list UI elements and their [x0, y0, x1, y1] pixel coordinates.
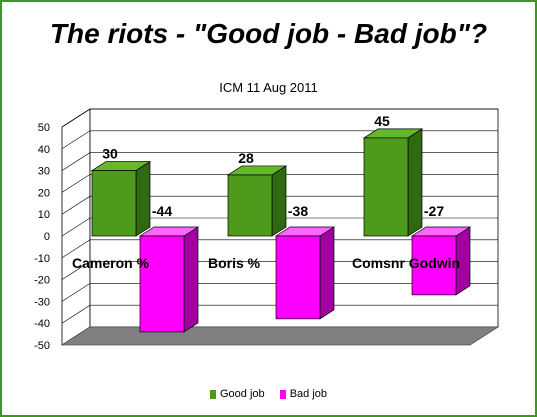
y-tick-label: -40 [34, 318, 50, 330]
legend-label-good-job: Good job [219, 388, 265, 400]
chart-floor [60, 326, 500, 346]
legend-swatch-good-job [209, 389, 216, 399]
bad-job-bar-boris-side [319, 226, 335, 320]
gridline [61, 283, 498, 302]
gridline [61, 261, 498, 280]
gridline [61, 304, 498, 324]
chart-legend: Good job Bad job [0, 388, 537, 402]
gridline [61, 174, 498, 193]
legend-swatch-bad-job [279, 389, 286, 399]
gridline [61, 152, 498, 171]
chart-subtitle: ICM 11 Aug 2011 [219, 80, 318, 95]
good-job-bar-comsnr-godwin-side [407, 128, 423, 237]
good-job-bar-cameron [91, 170, 137, 237]
gridline [61, 108, 498, 128]
y-tick-label: 10 [38, 209, 50, 221]
y-tick-label: 30 [38, 166, 50, 178]
y-tick-label: 0 [44, 231, 50, 243]
y-tick-label: -10 [34, 253, 50, 265]
category-label: Comsnr Godwin [352, 255, 460, 271]
data-label: 30 [102, 146, 118, 162]
data-label: -38 [288, 203, 308, 219]
category-label: Cameron % [72, 255, 150, 271]
gridline [61, 130, 498, 150]
gridline [61, 195, 498, 215]
bad-job-bar-boris [275, 235, 321, 320]
good-job-bar-comsnr-godwin [363, 137, 409, 237]
data-label: -27 [424, 203, 444, 219]
y-tick-label: 20 [38, 187, 50, 199]
legend-item-good-job: Good job [209, 388, 265, 400]
good-job-bar-boris-side [271, 165, 287, 237]
data-label: -44 [152, 203, 172, 219]
bad-job-bar-comsnr-godwin [411, 235, 457, 296]
legend-label-bad-job: Bad job [289, 388, 328, 400]
y-tick-label: -30 [34, 296, 50, 308]
bad-job-bar-cameron [139, 235, 185, 333]
legend-item-bad-job: Bad job [279, 388, 328, 400]
category-label: Boris % [208, 255, 261, 271]
gridline [61, 239, 498, 259]
y-tick-label: -20 [34, 275, 50, 287]
y-tick-label: 50 [38, 122, 50, 134]
data-label: 45 [374, 113, 390, 129]
chart-title: The riots - "Good job - Bad job"? [49, 18, 488, 49]
y-tick-label: 40 [38, 144, 50, 156]
bad-job-bar-cameron-side [183, 226, 199, 333]
good-job-bar-cameron-side [135, 160, 151, 237]
y-tick-label: -50 [34, 340, 50, 352]
good-job-bar-boris [227, 174, 273, 237]
data-label: 28 [238, 150, 254, 166]
gridline [61, 217, 498, 237]
